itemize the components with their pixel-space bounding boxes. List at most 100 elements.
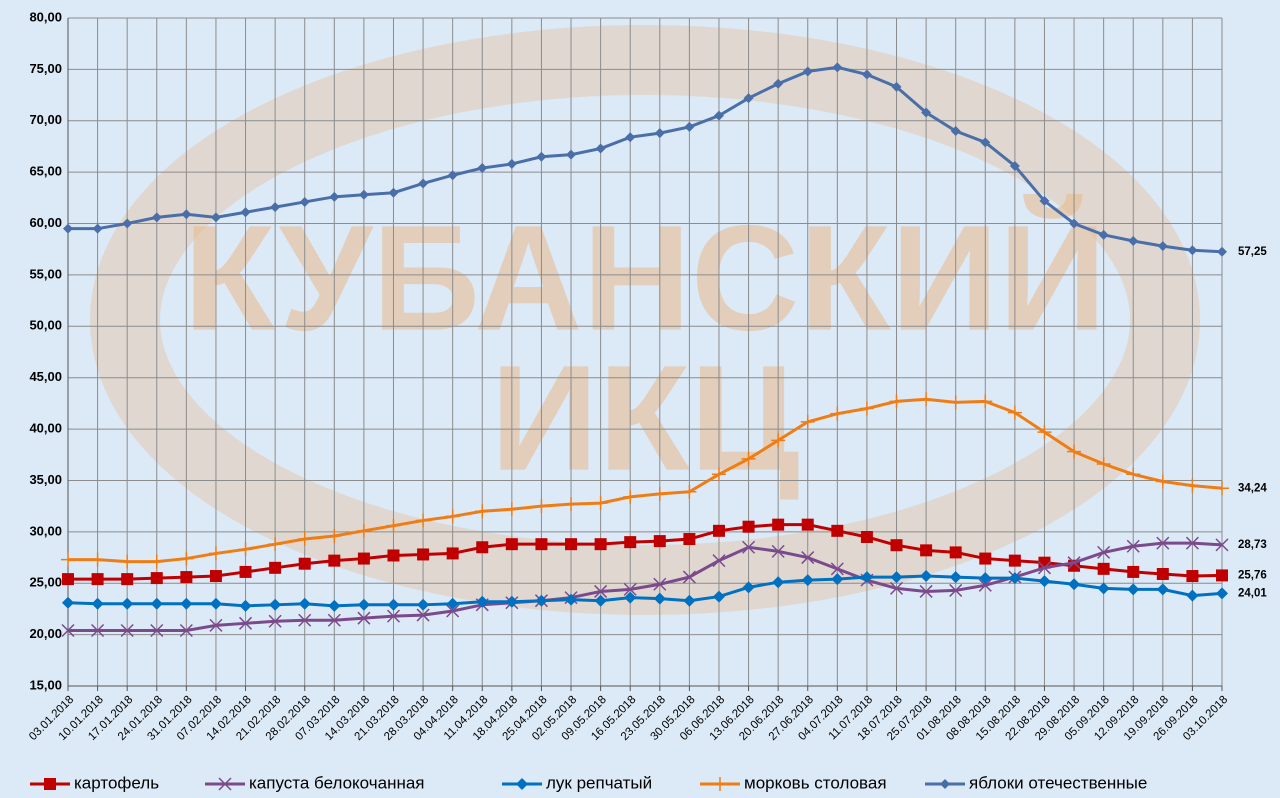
point	[919, 392, 934, 407]
point	[357, 598, 370, 611]
point	[1156, 536, 1170, 550]
point	[949, 583, 963, 597]
point	[61, 623, 75, 638]
point	[62, 596, 74, 609]
point	[1186, 589, 1199, 602]
legend-marker	[44, 778, 56, 790]
point	[476, 541, 489, 554]
point	[476, 595, 489, 608]
point	[63, 223, 73, 234]
watermark: КУБАНСКИЙ	[184, 193, 1107, 362]
point	[416, 608, 430, 622]
point	[62, 573, 74, 586]
point	[773, 78, 784, 89]
point	[684, 121, 695, 132]
point	[771, 433, 786, 448]
point	[1069, 218, 1080, 229]
point	[1127, 565, 1140, 578]
point	[1096, 457, 1111, 472]
point	[299, 196, 310, 207]
legend-label: яблоки отечественные	[969, 773, 1147, 792]
point	[1155, 474, 1170, 489]
value-label: 57,25	[1238, 246, 1267, 258]
point	[1127, 583, 1140, 596]
point	[711, 467, 726, 482]
point	[179, 551, 194, 566]
point	[859, 401, 874, 416]
point	[298, 613, 312, 627]
point	[1007, 405, 1022, 420]
point	[534, 499, 549, 514]
point	[921, 107, 932, 118]
point	[1126, 467, 1141, 482]
point	[239, 565, 252, 578]
y-tick-label: 65,00	[29, 164, 62, 179]
point	[594, 584, 608, 598]
point	[120, 623, 134, 638]
point	[1215, 538, 1229, 552]
point	[831, 573, 844, 586]
y-tick-label: 80,00	[29, 9, 62, 24]
point	[1097, 562, 1110, 575]
point	[1067, 556, 1081, 570]
point	[625, 132, 636, 143]
value-label: 25,76	[1238, 569, 1267, 581]
point	[181, 209, 192, 220]
point	[712, 590, 725, 603]
point	[978, 578, 992, 592]
point	[891, 81, 902, 92]
point	[1067, 444, 1082, 459]
series-line	[68, 65, 1223, 254]
point	[653, 577, 667, 591]
point	[653, 592, 666, 605]
point	[831, 524, 844, 537]
point	[91, 623, 105, 638]
point	[417, 548, 430, 561]
point	[238, 542, 253, 557]
point	[180, 571, 193, 584]
series-line	[67, 574, 1223, 608]
point	[504, 502, 519, 517]
point	[832, 62, 843, 73]
point	[387, 598, 400, 611]
value-label: 28,73	[1238, 539, 1267, 551]
point	[210, 212, 221, 223]
y-tick-label: 60,00	[29, 215, 62, 230]
y-tick-label: 40,00	[29, 421, 62, 436]
point	[772, 518, 785, 531]
point	[683, 533, 696, 546]
y-tick-label: 45,00	[29, 369, 62, 384]
series-line	[68, 541, 1223, 633]
point	[239, 616, 253, 630]
point	[712, 524, 725, 537]
point	[446, 547, 459, 560]
point	[949, 546, 962, 559]
point	[1039, 195, 1050, 206]
point	[151, 212, 162, 223]
point	[536, 151, 547, 162]
point	[595, 143, 606, 154]
point	[61, 552, 75, 567]
point	[1097, 545, 1111, 559]
point	[950, 126, 961, 137]
point	[1009, 160, 1020, 171]
point	[742, 520, 755, 533]
point	[861, 69, 872, 80]
y-tick-label: 15,00	[29, 677, 62, 692]
point	[564, 497, 579, 512]
point	[653, 535, 666, 548]
point	[683, 594, 696, 607]
point	[920, 570, 933, 583]
point	[682, 570, 696, 584]
point	[91, 573, 104, 586]
legend-marker	[516, 778, 528, 790]
point	[1186, 570, 1199, 583]
point	[445, 509, 460, 524]
point	[565, 593, 578, 606]
point	[447, 170, 458, 181]
point	[298, 597, 311, 610]
series-line	[68, 397, 1223, 564]
point	[386, 518, 401, 533]
value-label: 24,01	[1238, 587, 1267, 599]
